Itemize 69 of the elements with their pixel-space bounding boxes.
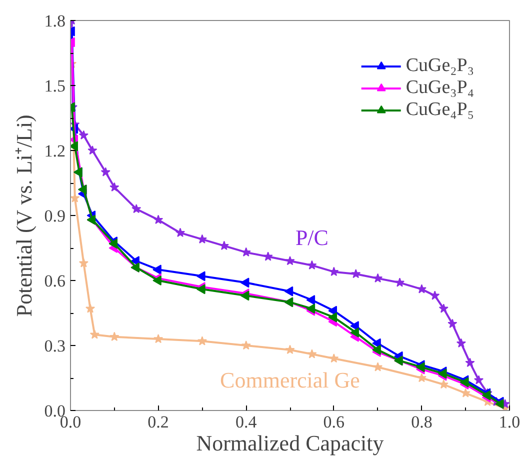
point [196, 271, 206, 282]
point [307, 349, 317, 358]
point [306, 295, 316, 305]
point [263, 252, 273, 261]
y-tick-label: 1.8 [44, 12, 66, 30]
point [241, 247, 251, 256]
point [465, 358, 475, 367]
x-tick-label: 0.8 [411, 412, 432, 432]
point [373, 362, 383, 372]
x-tick-label: 0.4 [235, 412, 258, 432]
point [219, 240, 229, 250]
y-tick-label: 0.3 [44, 336, 66, 356]
point [88, 146, 98, 155]
y-tick-label: 1.5 [44, 76, 66, 96]
legend-label: CuGe₄P₅ [406, 99, 474, 121]
point [285, 344, 295, 354]
y-tick-label: 0.9 [44, 206, 66, 226]
point [197, 234, 207, 244]
x-tick-label: 1.0 [498, 412, 520, 432]
point [241, 340, 251, 350]
point [240, 290, 250, 301]
point [474, 375, 484, 384]
point [394, 278, 405, 287]
point [70, 193, 80, 202]
point [175, 228, 186, 237]
point [90, 330, 100, 339]
y-tick-label: 0.6 [44, 272, 66, 290]
point [78, 258, 88, 268]
x-tick-label: 0.6 [323, 412, 345, 432]
point [460, 388, 470, 398]
point [70, 141, 78, 152]
point [448, 318, 458, 328]
point [240, 278, 250, 288]
y-axis-title: Potential (V vs. Li⁺/Li) [11, 114, 36, 317]
point [416, 373, 426, 382]
point [416, 284, 426, 294]
series-label: Commercial Ge [220, 367, 360, 392]
point [329, 266, 339, 276]
point [154, 334, 164, 344]
point [196, 284, 206, 294]
point [110, 182, 120, 192]
point [85, 304, 96, 313]
point [350, 328, 359, 338]
point [307, 260, 317, 270]
point [373, 273, 383, 282]
legend-label: CuGe₃P₄ [406, 77, 474, 99]
point [100, 167, 110, 176]
point [372, 344, 381, 355]
point [438, 304, 448, 313]
point [152, 264, 162, 275]
point [285, 256, 295, 266]
point [329, 354, 339, 363]
point [108, 238, 118, 249]
point [152, 276, 162, 286]
y-tick-label: 1.2 [44, 142, 66, 160]
legend-label: CuGe₂P₃ [406, 55, 474, 77]
x-tick-label: 0.2 [148, 412, 169, 432]
point [328, 312, 337, 322]
point [197, 336, 207, 346]
point [110, 332, 120, 341]
point [430, 290, 440, 300]
series-label: P/C [295, 224, 328, 250]
x-axis-title: Normalized Capacity [196, 430, 384, 456]
point [154, 214, 164, 224]
point [132, 204, 142, 214]
point [78, 130, 88, 140]
point [284, 286, 294, 296]
point [351, 269, 361, 278]
point [456, 338, 466, 348]
